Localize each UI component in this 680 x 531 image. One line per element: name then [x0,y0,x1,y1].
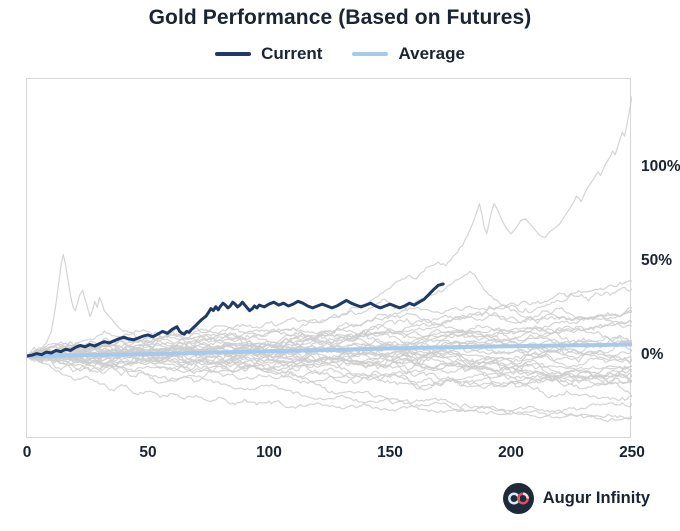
background-path [27,343,632,388]
brand-footer: Augur Infinity [502,483,650,514]
x-tick-label-0: 0 [22,444,32,461]
chart-legend: Current Average [0,44,680,64]
y-tick-label-100%: 100% [641,158,680,175]
legend-label-average: Average [398,44,465,63]
legend-item-average: Average [352,44,465,64]
background-path-deep-dropper [27,355,632,423]
x-tick-label-200: 200 [498,444,524,461]
y-tick-label-50%: 50% [641,252,673,269]
background-path [27,350,632,380]
legend-label-current: Current [261,44,323,63]
background-path [27,286,632,359]
background-path-top-riser [27,96,632,358]
x-tick-label-50: 50 [139,444,157,461]
average-line [27,342,632,358]
background-path [27,322,632,357]
y-tick-label-0%: 0% [641,346,664,363]
x-tick-label-100: 100 [256,444,282,461]
background-path [27,337,632,371]
x-tick-label-250: 250 [619,444,645,461]
average-line-swatch [352,52,389,56]
background-path [27,354,632,413]
current-line [27,282,445,358]
legend-item-current: Current [215,44,322,64]
infinity-icon [502,483,534,514]
background-path-early-dropper [27,355,632,420]
current-line-swatch [215,52,252,56]
brand-name: Augur Infinity [542,489,650,507]
chart-title: Gold Performance (Based on Futures) [148,6,532,29]
background-path-early-spiker [27,253,632,357]
plot-area [26,78,632,438]
x-tick-label-150: 150 [377,444,403,461]
background-path [27,306,632,360]
line-chart-canvas [27,96,632,423]
